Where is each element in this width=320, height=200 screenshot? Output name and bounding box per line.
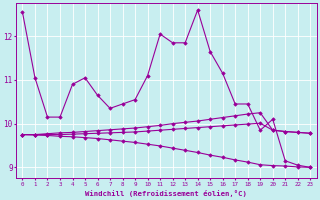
X-axis label: Windchill (Refroidissement éolien,°C): Windchill (Refroidissement éolien,°C) — [85, 190, 247, 197]
